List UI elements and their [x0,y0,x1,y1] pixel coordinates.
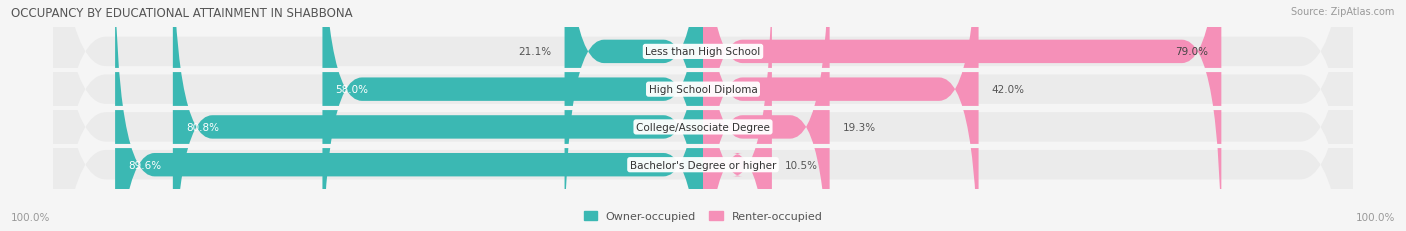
Text: 42.0%: 42.0% [991,85,1025,95]
Text: College/Associate Degree: College/Associate Degree [636,122,770,132]
Text: 100.0%: 100.0% [11,212,51,222]
Text: Source: ZipAtlas.com: Source: ZipAtlas.com [1291,7,1395,17]
FancyBboxPatch shape [53,0,1353,231]
Text: 19.3%: 19.3% [842,122,876,132]
FancyBboxPatch shape [703,0,830,231]
Text: 89.6%: 89.6% [128,160,162,170]
FancyBboxPatch shape [703,0,1222,231]
FancyBboxPatch shape [322,0,703,231]
Text: OCCUPANCY BY EDUCATIONAL ATTAINMENT IN SHABBONA: OCCUPANCY BY EDUCATIONAL ATTAINMENT IN S… [11,7,353,20]
FancyBboxPatch shape [703,0,979,231]
Text: Less than High School: Less than High School [645,47,761,57]
Text: 21.1%: 21.1% [519,47,551,57]
FancyBboxPatch shape [703,0,772,231]
Text: 58.0%: 58.0% [336,85,368,95]
FancyBboxPatch shape [173,0,703,231]
FancyBboxPatch shape [53,0,1353,231]
Text: Bachelor's Degree or higher: Bachelor's Degree or higher [630,160,776,170]
Text: 80.8%: 80.8% [186,122,219,132]
Legend: Owner-occupied, Renter-occupied: Owner-occupied, Renter-occupied [579,206,827,225]
FancyBboxPatch shape [53,0,1353,231]
Text: High School Diploma: High School Diploma [648,85,758,95]
FancyBboxPatch shape [53,0,1353,231]
Text: 79.0%: 79.0% [1175,47,1208,57]
FancyBboxPatch shape [565,0,703,231]
FancyBboxPatch shape [115,0,703,231]
Text: 100.0%: 100.0% [1355,212,1395,222]
Text: 10.5%: 10.5% [785,160,818,170]
